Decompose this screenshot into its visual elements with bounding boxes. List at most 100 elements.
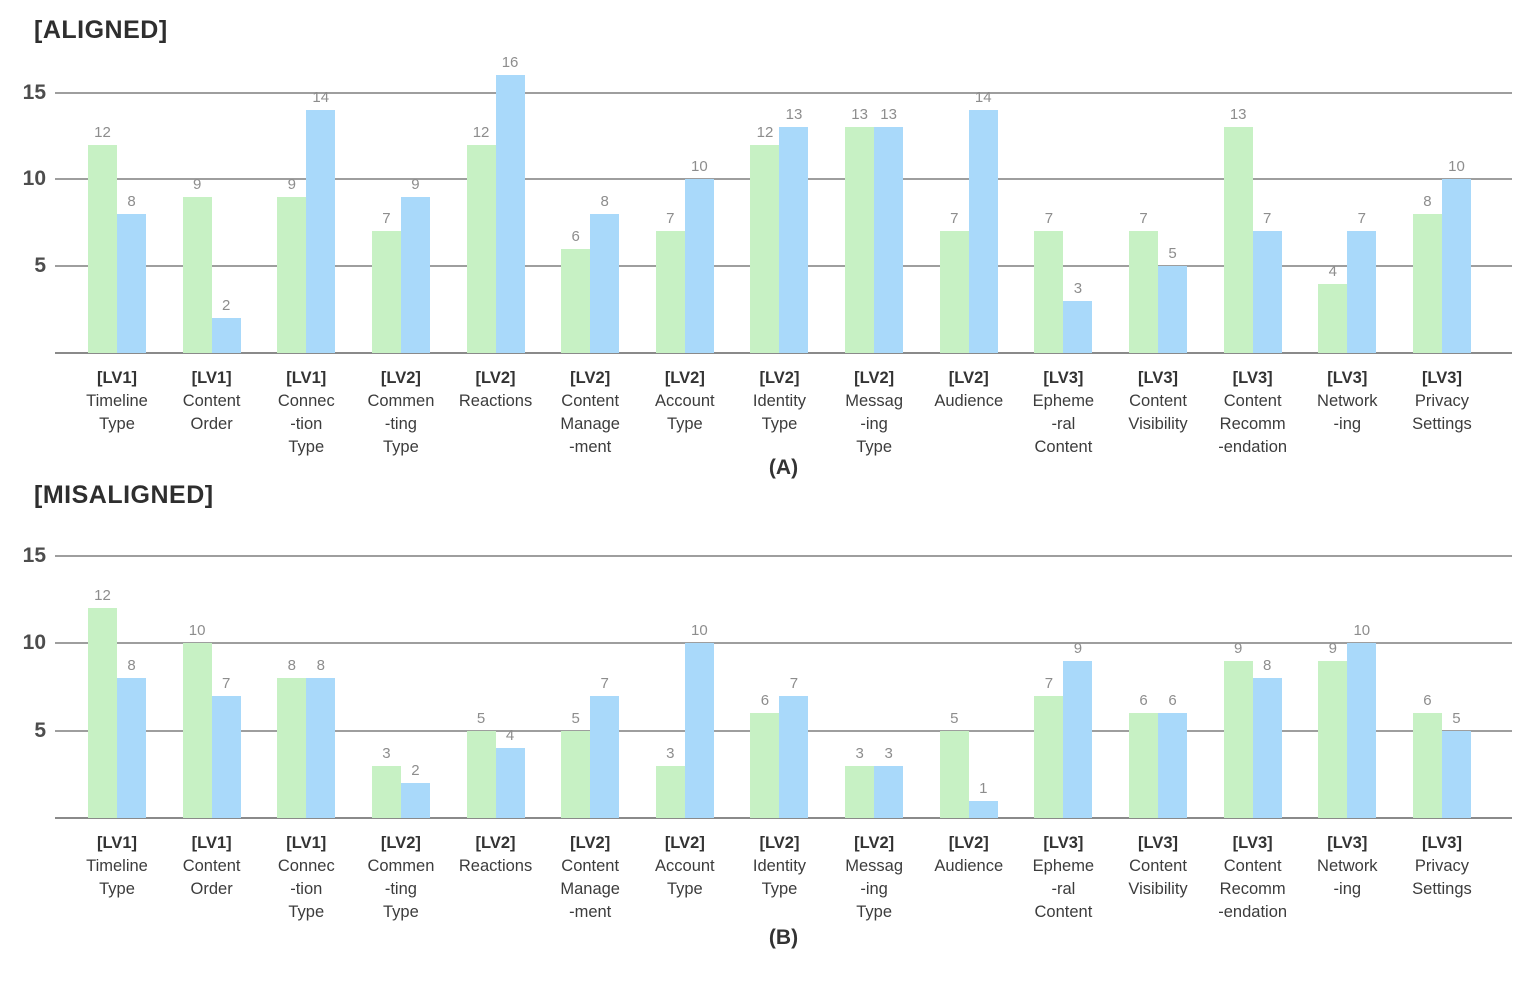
bar-green-series bbox=[1412, 713, 1442, 818]
category-text-line: -ting bbox=[384, 415, 417, 433]
category-text-line: Messag bbox=[845, 392, 903, 410]
bar-value-label: 12 bbox=[756, 123, 774, 141]
category-text-line: Type bbox=[99, 415, 135, 433]
category-text-line: Recomm bbox=[1219, 415, 1286, 433]
category-text-line: Content bbox=[561, 857, 620, 875]
category-text-line: -ing bbox=[860, 880, 888, 898]
category-text-line: Content bbox=[1034, 438, 1093, 456]
gridline-15 bbox=[55, 555, 1512, 558]
bar-blue-series bbox=[306, 109, 336, 353]
category-text-line: Type bbox=[761, 415, 798, 433]
bar-value-label: 10 bbox=[1353, 622, 1371, 640]
bar-value-label: 7 bbox=[789, 674, 799, 692]
category-text-line: Content bbox=[182, 857, 241, 875]
category-label: [LV2] Messag -ing Type bbox=[822, 832, 926, 924]
bar-green-series bbox=[1318, 283, 1348, 353]
category-text-line: Visibility bbox=[1128, 880, 1188, 898]
category-label: [LV3] Network -ing bbox=[1295, 832, 1399, 901]
bar-value-label: 7 bbox=[1357, 210, 1366, 228]
bar-blue-series bbox=[211, 318, 241, 353]
category-label: [LV2] Identity Type bbox=[727, 832, 831, 901]
category-text-line: -tion bbox=[290, 880, 323, 898]
bar-green-series bbox=[1223, 127, 1253, 353]
category-label: [LV2] Messag -ing Type bbox=[822, 367, 926, 459]
category-text-line: Audience bbox=[934, 857, 1004, 875]
x-axis-line bbox=[55, 817, 1512, 819]
bar-value-label: 9 bbox=[1073, 639, 1083, 657]
bar-value-label: 8 bbox=[127, 657, 136, 675]
category-text-line: -ing bbox=[1333, 415, 1362, 433]
bar-value-label: 10 bbox=[690, 622, 708, 640]
bar-blue-series bbox=[1158, 266, 1188, 353]
category-text-line: Content bbox=[1034, 903, 1093, 921]
category-text-line: Type bbox=[761, 880, 798, 898]
bar-green-series bbox=[939, 231, 969, 353]
category-label: [LV2] Audience bbox=[917, 832, 1021, 878]
bar-green-series bbox=[277, 678, 307, 818]
bar-value-label: 13 bbox=[785, 106, 803, 124]
bar-value-label: 1 bbox=[979, 779, 988, 797]
category-text-line: Epheme bbox=[1032, 392, 1095, 410]
y-tick-label: 10 bbox=[22, 631, 46, 655]
bar-value-label: 6 bbox=[571, 227, 580, 245]
category-text-line: Audience bbox=[934, 392, 1004, 410]
category-level-tag: [LV3] bbox=[1232, 834, 1273, 852]
panel-a-caption: (A) bbox=[768, 456, 799, 479]
category-text-line: Type bbox=[383, 438, 419, 456]
category-text-line: Content bbox=[1129, 392, 1187, 410]
bar-value-label: 5 bbox=[950, 709, 959, 727]
bar-value-label: 7 bbox=[950, 210, 959, 228]
category-level-tag: [LV2] bbox=[759, 369, 800, 387]
bar-value-label: 12 bbox=[94, 123, 111, 141]
bar-green-series bbox=[1129, 231, 1159, 353]
bar-green-series bbox=[88, 608, 117, 818]
category-label: [LV1] Timeline Type bbox=[65, 832, 169, 901]
category-text-line: Type bbox=[99, 880, 135, 898]
category-level-tag: [LV3] bbox=[1232, 369, 1273, 387]
bar-value-label: 10 bbox=[690, 158, 708, 176]
bar-value-label: 3 bbox=[855, 744, 864, 762]
bar-blue-series bbox=[968, 800, 998, 818]
bar-green-series bbox=[561, 730, 591, 818]
category-text-line: Type bbox=[856, 903, 892, 921]
category-text-line: -ing bbox=[860, 415, 888, 433]
category-level-tag: [LV3] bbox=[1421, 369, 1462, 387]
bar-value-label: 7 bbox=[1139, 210, 1148, 228]
bar-blue-series bbox=[1063, 660, 1093, 818]
category-label: [LV3] Content Visibility bbox=[1106, 832, 1210, 901]
category-level-tag: [LV1] bbox=[286, 369, 327, 387]
bar-green-series bbox=[750, 144, 780, 353]
bar-blue-series bbox=[306, 678, 336, 818]
bar-green-series bbox=[182, 196, 212, 353]
category-level-tag: [LV2] bbox=[380, 834, 421, 852]
category-text-line: Account bbox=[655, 857, 715, 875]
bar-value-label: 13 bbox=[1229, 106, 1247, 124]
bar-green-series bbox=[1223, 660, 1253, 818]
bar-value-label: 7 bbox=[1044, 674, 1054, 692]
bar-blue-series bbox=[400, 783, 430, 818]
bar-value-label: 7 bbox=[1044, 210, 1054, 228]
category-text-line: Commen bbox=[367, 392, 435, 410]
bar-value-label: 5 bbox=[1168, 245, 1177, 263]
bar-green-series bbox=[1129, 713, 1159, 818]
category-label: [LV2] Commen -ting Type bbox=[349, 367, 453, 459]
bar-blue-series bbox=[1158, 713, 1188, 818]
bar-blue-series bbox=[874, 765, 904, 818]
bar-green-series bbox=[88, 144, 117, 353]
bar-blue-series bbox=[400, 196, 430, 353]
bar-value-label: 2 bbox=[411, 762, 420, 780]
bar-value-label: 7 bbox=[600, 674, 609, 692]
bar-green-series bbox=[277, 196, 307, 353]
bar-value-label: 16 bbox=[501, 54, 519, 72]
bar-blue-series bbox=[874, 127, 904, 353]
category-text-line: Reactions bbox=[458, 857, 533, 875]
gridline-10 bbox=[55, 642, 1512, 645]
bar-blue-series bbox=[1252, 231, 1282, 353]
category-text-line: Account bbox=[655, 392, 715, 410]
bar-value-label: 6 bbox=[1139, 692, 1148, 710]
category-level-tag: [LV3] bbox=[1138, 834, 1179, 852]
category-level-tag: [LV1] bbox=[96, 369, 138, 387]
category-label: [LV1] Content Order bbox=[160, 832, 264, 901]
bar-green-series bbox=[1318, 660, 1348, 818]
category-text-line: Type bbox=[666, 415, 703, 433]
